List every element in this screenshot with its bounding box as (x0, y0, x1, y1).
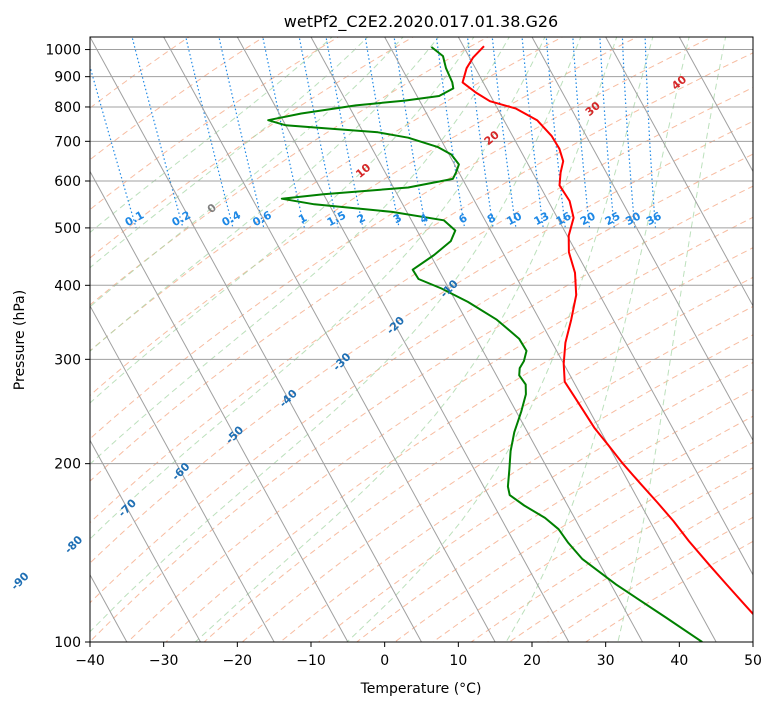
dry-adiabat-line (90, 37, 639, 397)
mixing-ratio-label: 30 (623, 209, 643, 228)
x-tick-label: 40 (670, 653, 688, 669)
y-tick-label: 200 (54, 457, 81, 473)
y-tick-label: 600 (54, 174, 81, 190)
dry-adiabat-line (279, 334, 753, 642)
y-tick-label: 100 (54, 635, 81, 651)
mixing-ratio-line (298, 37, 339, 229)
x-tick-label: 30 (597, 653, 615, 669)
mixing-ratio-line (131, 37, 184, 229)
profile-lines (267, 45, 753, 642)
isotherm-line (310, 37, 643, 642)
x-tick-label: 50 (744, 653, 762, 669)
moist-adiabat-line (90, 37, 546, 540)
y-tick-label: 300 (54, 352, 81, 368)
mixing-ratio-line (364, 37, 400, 229)
x-axis-title: Temperature (°C) (360, 681, 482, 697)
moist-adiabat-line (90, 37, 404, 308)
dry-adiabat-line (165, 247, 753, 642)
moist-adiabat-line (346, 37, 654, 642)
mixing-ratio-line (325, 37, 364, 229)
isotherm-line (90, 439, 201, 642)
x-tick-label: 0 (380, 653, 389, 669)
isotherm-line (384, 37, 717, 642)
mixing-ratio-label: 10 (504, 209, 524, 228)
x-tick-label: −20 (223, 653, 253, 669)
dry-adiabat-line (90, 120, 753, 564)
mixing-ratio-line (393, 37, 427, 229)
isotherm-line (457, 37, 753, 576)
isotherm-line (531, 37, 753, 442)
dry-adiabat-line (90, 37, 414, 259)
y-tick-label: 500 (54, 221, 81, 237)
dry-adiabat-line (203, 276, 753, 642)
isotherm-line (90, 304, 275, 642)
x-tick-label: −40 (75, 653, 105, 669)
x-tick-label: −10 (296, 653, 326, 669)
mixing-ratio-label: 20 (578, 209, 598, 228)
mixing-ratio-line (185, 37, 234, 229)
moist-adiabat-line (617, 37, 727, 642)
mixing-ratio-label: 36 (644, 209, 664, 228)
isotherm-line (236, 37, 570, 642)
dewpoint-line (267, 46, 703, 642)
isotherm-line (90, 37, 422, 642)
mixing-ratio-line (218, 37, 265, 229)
moist-adiabat-line (90, 37, 333, 234)
x-tick-label: 20 (523, 653, 541, 669)
moist-adiabat-line (90, 37, 440, 352)
y-tick-label: 800 (54, 100, 81, 116)
axes: −40 −30 −20 −10 0 10 20 30 40 50 1000 900 800 700 600 5… (45, 43, 762, 669)
x-tick-label: −30 (149, 653, 179, 669)
moist-adiabat-line (194, 37, 618, 642)
moist-adiabat-line (90, 37, 475, 404)
y-tick-label: 900 (54, 70, 81, 86)
dry-adiabat-line (90, 37, 265, 161)
mixing-ratio-label: 13 (532, 209, 552, 228)
x-tick-label: 10 (449, 653, 467, 669)
isotherm-line (678, 37, 753, 173)
dry-adiabat-line (90, 37, 713, 440)
isotherm-line (163, 37, 496, 642)
y-tick-label: 700 (54, 134, 81, 150)
plot-frame (89, 36, 754, 643)
temperature-line (461, 45, 753, 616)
moist-adiabat-line (90, 37, 582, 633)
mixing-ratio-line (644, 37, 657, 228)
moist-adiabat-line (505, 37, 690, 642)
dry-adiabat-line (241, 305, 753, 642)
dry-adiabat-line (90, 185, 753, 642)
isotherm-line (90, 170, 349, 642)
background-lines (90, 37, 753, 642)
y-tick-label: 1000 (45, 43, 81, 59)
chart-title: wetPf2_C2E2.2020.017.01.38.G26 (284, 12, 558, 32)
y-tick-label: 400 (54, 278, 81, 294)
mixing-ratio-label: 25 (603, 209, 623, 228)
dry-adiabat-line (90, 153, 753, 604)
moist-adiabat-line (90, 37, 510, 465)
y-axis-title: Pressure (hPa) (12, 290, 28, 390)
mixing-ratio-label: 16 (554, 209, 574, 228)
isotherm-line (605, 37, 753, 307)
moist-adiabat-line (90, 37, 369, 269)
